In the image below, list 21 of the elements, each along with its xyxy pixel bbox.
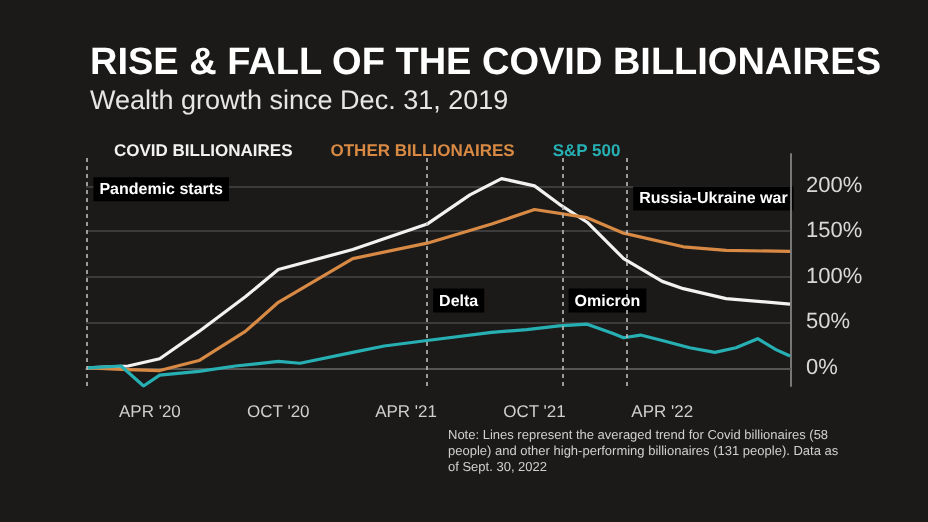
x-tick-label: OCT '20 (247, 401, 311, 421)
y-tick-label: 150% (806, 219, 863, 244)
ref-line-label: Pandemic starts (99, 180, 225, 199)
ref-line-label: Delta (439, 291, 480, 310)
line-series (85, 207, 792, 373)
text: COVID BILLIONAIRES (114, 140, 294, 160)
text: S&P 500 (552, 140, 621, 160)
x-tick-label: APR '20 (118, 401, 182, 421)
y-tick-label: 100% (806, 264, 863, 289)
x-tick-label: OCT '21 (503, 401, 567, 421)
line-series (85, 322, 792, 388)
x-tick-label: APR '21 (375, 401, 438, 421)
chart-subtitle: Wealth growth since Dec. 31, 2019 (90, 85, 509, 115)
y-tick-label: 0% (806, 355, 839, 380)
text: OTHER BILLIONAIRES (330, 140, 516, 160)
ref-line-label: Omicron (574, 291, 641, 310)
chart-title: RISE & FALL OF THE COVID BILLIONAIRES (90, 42, 882, 84)
y-tick-label: 200% (806, 173, 863, 198)
x-tick-label: APR '22 (631, 401, 694, 421)
ref-line-label: Russia-Ukraine war (639, 189, 788, 208)
y-tick-label: 50% (806, 310, 851, 335)
